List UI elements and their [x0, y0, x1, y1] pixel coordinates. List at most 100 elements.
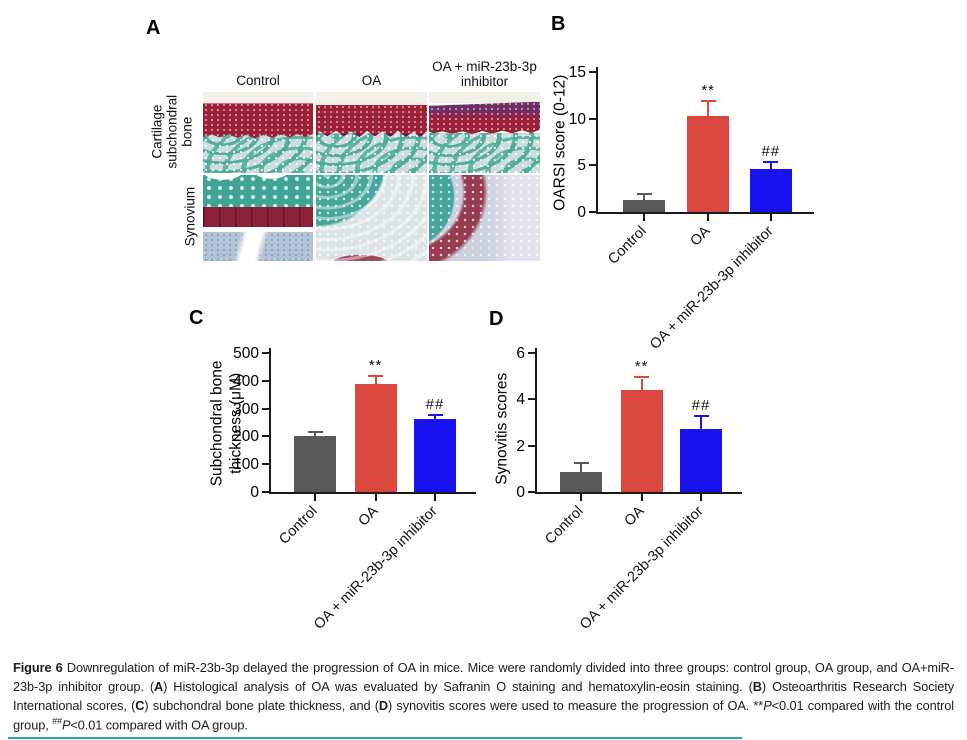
- x-tick-mark: [434, 494, 436, 501]
- y-tick-label: 500: [233, 345, 259, 362]
- significance-marker: **: [634, 358, 649, 376]
- caption-run: B: [752, 678, 762, 694]
- caption-run: D: [378, 697, 389, 713]
- error-bar-stem: [640, 378, 643, 391]
- subchondral-bone-texture: [203, 130, 313, 173]
- bar-control: [560, 472, 603, 492]
- y-axis-line: [596, 67, 598, 212]
- y-tick-label: 2: [516, 437, 525, 455]
- cartilage-stain-band: [316, 104, 427, 138]
- y-tick-label: 200: [233, 428, 259, 446]
- error-bar-cap: [307, 431, 323, 434]
- x-tick-mark: [707, 214, 710, 221]
- error-bar-stem: [769, 163, 772, 170]
- x-tick-mark: [700, 494, 702, 501]
- caption-run: ) synovitis scores were used to measure …: [388, 697, 764, 713]
- histology-row-header-cartilage: Cartilage subchondral bone: [149, 94, 195, 169]
- synovium-bone-texture: [203, 175, 313, 207]
- x-axis-line: [269, 492, 476, 494]
- y-tick-label: 4: [516, 391, 525, 409]
- tissue-surface-strip: [203, 92, 313, 104]
- error-bar-cap: [763, 161, 779, 164]
- x-tick-label: OA + miR-23b-3p inhibitor: [646, 223, 777, 353]
- y-tick-mark: [262, 435, 269, 438]
- y-tick-mark: [589, 71, 596, 73]
- y-tick-label: 400: [233, 372, 259, 390]
- caption-run: C: [135, 697, 145, 713]
- error-bar-stem: [700, 416, 702, 430]
- figure-caption: Figure 6 Downregulation of miR-23b-3p de…: [13, 659, 954, 735]
- oarsi-score-chart: 0 5 10 15 Control ** OA ## OA + miR-23b-3p inhib…: [569, 65, 814, 353]
- histology-image-synovium-inhibitor: [429, 175, 540, 261]
- histology-column-header-control: Control: [236, 73, 280, 88]
- significance-marker: **: [701, 81, 715, 99]
- histology-column-header-oa: OA: [361, 73, 382, 88]
- caption-run: Figure 6: [13, 660, 63, 675]
- synovium-soft-tissue: [203, 231, 313, 261]
- tissue-surface-strip: [429, 92, 540, 104]
- bar-oa: [354, 383, 397, 492]
- error-bar-cap: [427, 413, 443, 416]
- subchondral-bone-texture: [316, 132, 427, 173]
- y-tick-label: 100: [233, 456, 259, 474]
- caption-run: Downregulation of miR-23b-3p delayed the…: [13, 660, 954, 694]
- bar-oa-mir-23b-3p-inhibitor: [414, 418, 456, 492]
- y-tick-mark: [262, 491, 269, 493]
- synovium-stain-band: [203, 206, 313, 228]
- y-tick-label: 15: [568, 64, 586, 81]
- caption-run: ) Histological analysis of OA was evalua…: [163, 678, 753, 694]
- error-bar-cap: [634, 376, 650, 379]
- x-tick-mark: [314, 494, 317, 501]
- x-tick-mark: [643, 214, 646, 221]
- caption-run: P: [763, 697, 772, 713]
- significance-marker: ##: [425, 395, 445, 413]
- y-tick-mark: [262, 463, 269, 466]
- caption-run: ##: [52, 716, 62, 727]
- panel-d-label: D: [489, 308, 504, 330]
- significance-marker: ##: [761, 143, 781, 161]
- y-tick-label: 0: [577, 204, 586, 221]
- error-bar-cap: [368, 375, 384, 378]
- error-bar-cap: [693, 414, 709, 417]
- bar-control: [294, 435, 337, 492]
- x-tick-mark: [580, 494, 583, 501]
- bar-oa: [687, 115, 730, 212]
- caption-run: P: [61, 717, 71, 733]
- panel-b-label: B: [551, 13, 566, 35]
- y-tick-label: 6: [516, 345, 525, 362]
- panel-a-label: A: [146, 17, 161, 39]
- bar-oa-mir-23b-3p-inhibitor: [749, 169, 792, 212]
- y-tick-mark: [528, 444, 535, 447]
- error-bar-cap: [636, 193, 652, 196]
- significance-marker: ##: [691, 396, 711, 414]
- histology-column-header-inhibitor: OA + miR-23b-3p inhibitor: [432, 59, 537, 90]
- y-tick-label: 10: [568, 110, 586, 128]
- x-axis-line: [535, 492, 742, 494]
- bar-control: [623, 199, 666, 212]
- error-bar-stem: [580, 464, 583, 473]
- cartilage-stain-band: [429, 101, 540, 135]
- histology-image-synovium-oa: [316, 175, 427, 261]
- panel-b-y-axis-title: OARSI score (0-12): [551, 74, 569, 211]
- x-axis-line: [596, 212, 814, 214]
- x-tick-mark: [374, 494, 377, 501]
- y-tick-mark: [589, 211, 596, 213]
- histology-row-header-synovium: Synovium: [182, 186, 198, 247]
- caption-run: <0.01 compared with the control group,: [13, 697, 954, 733]
- y-tick-mark: [528, 491, 535, 493]
- histology-image-synovium-control: [203, 175, 313, 261]
- error-bar-stem: [643, 195, 646, 200]
- x-tick-mark: [769, 214, 772, 221]
- y-tick-label: 5: [577, 157, 586, 175]
- histology-image-cartilage-inhibitor: [429, 92, 540, 173]
- panel-c-y-axis-title: Subchondral bone thickness (μM): [208, 360, 245, 487]
- histology-image-cartilage-control: [203, 92, 313, 173]
- y-axis-line: [269, 348, 271, 492]
- x-tick-mark: [640, 494, 643, 501]
- synovitis-score-chart: 0 2 4 6 Control ** OA ## OA + miR-23b-3p inhibit…: [516, 346, 742, 633]
- y-tick-label: 0: [250, 484, 259, 501]
- y-tick-label: 0: [516, 484, 525, 501]
- panel-c-label: C: [189, 307, 204, 329]
- y-tick-mark: [262, 352, 269, 354]
- significance-marker: **: [368, 357, 383, 375]
